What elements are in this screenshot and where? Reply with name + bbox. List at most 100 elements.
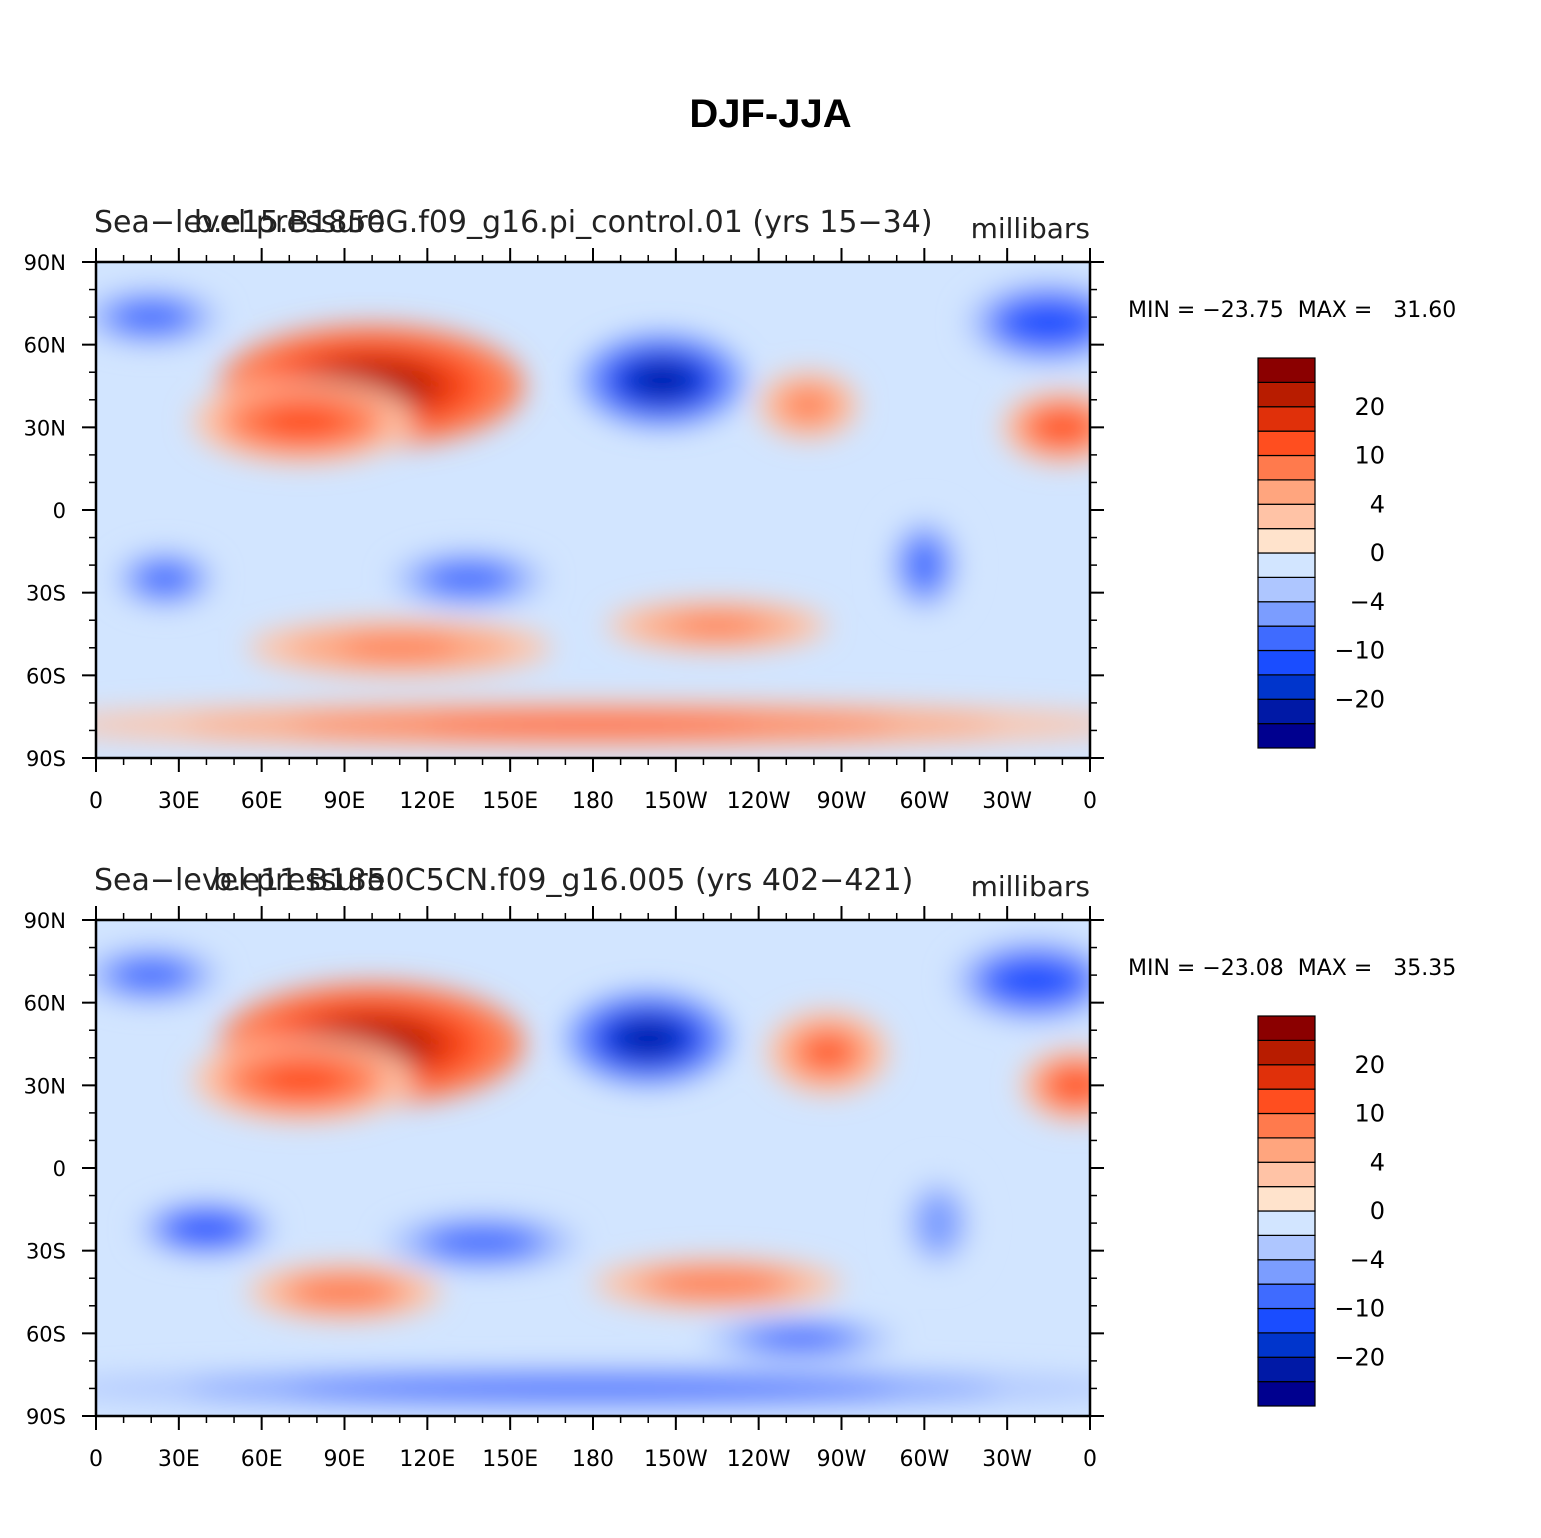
anomaly-contour: [315, 1283, 374, 1301]
lon-tick-label: 150E: [482, 1447, 538, 1472]
lon-tick-label: 0: [1083, 1447, 1097, 1472]
lon-tick-label: 150W: [644, 1447, 708, 1472]
lat-tick-label: 30S: [26, 582, 66, 606]
anomaly-contour: [130, 308, 173, 326]
lat-tick-label: 60N: [24, 334, 66, 358]
colorbar-swatch: [1257, 454, 1316, 481]
colorbar-swatch: [1257, 1137, 1316, 1163]
pressure-field: [96, 939, 1090, 1408]
colorbar-swatch: [1257, 1259, 1316, 1285]
anomaly-contour: [1023, 310, 1074, 336]
colorbar-label: 20: [1354, 393, 1385, 421]
colorbar-label: 4: [1370, 1148, 1385, 1176]
colorbar-swatch: [1257, 357, 1316, 383]
lon-tick-label: 0: [89, 1447, 103, 1472]
colorbar-swatch: [1257, 723, 1316, 749]
lat-tick-label: 90S: [26, 1405, 66, 1429]
map-panel-2: 0 30E 60E 90E 120E 150E 180 150W 120W 90W 60W 30W 09…: [24, 863, 1457, 1472]
panel-left-title: Sea−level pressure: [94, 205, 385, 240]
lon-tick-label: 90W: [817, 789, 867, 814]
anomaly-contour: [911, 548, 937, 582]
colorbar-swatch: [1257, 479, 1316, 505]
lon-tick-label: 60E: [241, 789, 283, 814]
colorbar-swatch: [1257, 1381, 1316, 1407]
colorbar-swatch: [1257, 1210, 1316, 1236]
lon-tick-label: 0: [1083, 789, 1097, 814]
colorbar-label: 10: [1354, 442, 1385, 470]
anomaly-contour: [793, 395, 824, 416]
colorbar-swatch: [1257, 1332, 1316, 1358]
colorbar-swatch: [1257, 1112, 1316, 1139]
anomaly-contour: [353, 639, 446, 657]
colorbar-swatch: [1257, 430, 1316, 457]
map-background: [96, 262, 1090, 758]
lon-tick-label: 120E: [399, 1447, 455, 1472]
colorbar-swatch: [1257, 1283, 1316, 1310]
colorbar-label: −20: [1334, 1343, 1385, 1371]
lat-tick-label: 0: [53, 1157, 66, 1181]
lat-tick-label: 90N: [24, 909, 66, 933]
colorbar-label: 10: [1354, 1100, 1385, 1128]
lon-tick-label: 0: [89, 789, 103, 814]
colorbar-swatch: [1257, 1307, 1316, 1334]
anomaly-contour: [445, 570, 493, 588]
panel-center-title: b.e15.B1850G.f09_g16.pi_control.01 (yrs …: [194, 205, 933, 240]
lat-tick-label: 30S: [26, 1240, 66, 1264]
colorbar-swatch: [1257, 674, 1316, 700]
colorbar-swatch: [1257, 1039, 1316, 1066]
lon-tick-label: 150W: [644, 789, 708, 814]
lon-tick-label: 120W: [727, 789, 791, 814]
lon-tick-label: 120W: [727, 1447, 791, 1472]
panel-left-title: Sea−level pressure: [94, 863, 385, 898]
panel-center-title: b.e11.B1850C5CN.f09_g16.005 (yrs 402−421…: [213, 863, 913, 898]
colorbar-label: −20: [1334, 685, 1385, 713]
lon-tick-label: 90W: [817, 1447, 867, 1472]
lat-tick-label: 30N: [24, 1074, 66, 1098]
colorbar-swatch: [1257, 1161, 1316, 1188]
panel-units: millibars: [971, 212, 1090, 245]
lon-tick-label: 30W: [982, 789, 1032, 814]
lon-tick-label: 120E: [399, 789, 455, 814]
anomaly-contour: [453, 1234, 512, 1251]
anomaly-contour: [809, 1039, 847, 1065]
colorbar-swatch: [1257, 528, 1316, 554]
anomaly-contour: [623, 1024, 674, 1053]
anomaly-contour: [130, 966, 173, 984]
anomaly-contour: [636, 366, 688, 395]
lat-tick-label: 90S: [26, 747, 66, 771]
lat-tick-label: 60N: [24, 992, 66, 1016]
colorbar-label: 0: [1370, 539, 1385, 567]
colorbar-swatch: [1257, 406, 1316, 432]
anomaly-contour: [269, 409, 337, 435]
colorbar-label: −10: [1334, 637, 1385, 665]
lon-tick-label: 30E: [158, 1447, 200, 1472]
colorbar-swatch: [1257, 1356, 1316, 1383]
panel-units: millibars: [971, 870, 1090, 903]
anomaly-contour: [185, 1220, 228, 1237]
anomaly-contour: [1009, 968, 1060, 994]
lon-tick-label: 180: [572, 1447, 614, 1472]
anomaly-contour: [679, 1276, 755, 1292]
colorbar-label: 20: [1354, 1051, 1385, 1079]
lon-tick-label: 60W: [899, 1447, 949, 1472]
colorbar: −20 −10 −4 0 4 10 20: [1257, 1015, 1385, 1407]
lon-tick-label: 150E: [482, 789, 538, 814]
colorbar-swatch: [1257, 1064, 1316, 1090]
colorbar-swatch: [1257, 1234, 1316, 1261]
lat-tick-label: 0: [53, 499, 66, 523]
lon-tick-label: 30W: [982, 1447, 1032, 1472]
colorbar: −20 −10 −4 0 4 10 20: [1257, 357, 1385, 749]
anomaly-contour: [925, 1206, 951, 1240]
figure-title: DJF-JJA: [689, 92, 852, 136]
min-max-label: MIN = −23.75 MAX = 31.60: [1128, 298, 1456, 323]
map-panel-1: 0 30E 60E 90E 120E 150E 180 150W 120W 90W 60W 30W 09…: [24, 205, 1457, 814]
lon-tick-label: 180: [572, 789, 614, 814]
colorbar-label: −10: [1334, 1295, 1385, 1323]
colorbar-swatch: [1257, 576, 1316, 603]
lon-tick-label: 60E: [241, 1447, 283, 1472]
lon-tick-label: 30E: [158, 789, 200, 814]
anomaly-contour: [149, 570, 181, 588]
lat-tick-label: 60S: [26, 1322, 66, 1346]
colorbar-swatch: [1257, 649, 1316, 676]
